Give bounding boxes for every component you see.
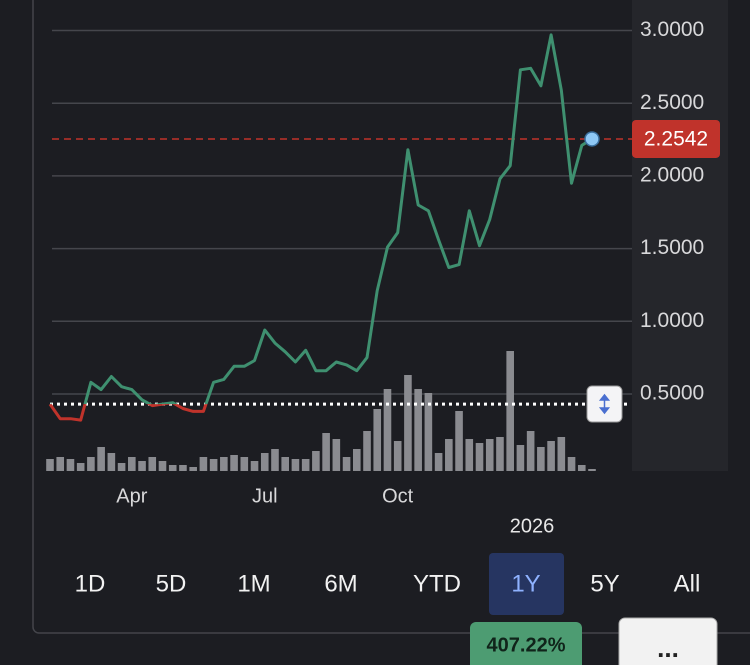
x-tick-label: Oct — [382, 485, 414, 507]
year-label: 2026 — [510, 515, 555, 537]
volume-bar — [46, 459, 54, 471]
y-tick-label: 2.5000 — [640, 91, 704, 114]
frame — [32, 0, 750, 634]
volume-bar — [66, 459, 75, 471]
volume-bar — [383, 389, 392, 471]
volume-bar — [179, 465, 187, 471]
selected-range-bg — [489, 553, 564, 615]
volume-bar — [567, 457, 576, 471]
range-button[interactable]: 6M — [324, 570, 357, 597]
volume-bar — [547, 441, 555, 471]
more-button[interactable] — [618, 617, 718, 665]
volume-bar — [97, 447, 105, 471]
y-tick-label: 2.0000 — [640, 163, 704, 186]
volume-bar — [301, 459, 310, 471]
volume-bar — [271, 449, 279, 471]
range-buttons: 1D 5D 1M 6M YTD 1Y 5Y All — [75, 570, 701, 597]
range-button[interactable]: 1D — [75, 570, 106, 597]
plot: 3.0000 2.5000 2.0000 1.5000 1.0000 0.5000 Apr J… — [46, 18, 720, 507]
volume-bar — [363, 431, 371, 471]
volume-bar — [189, 467, 197, 471]
change-text: 407.22% — [487, 634, 566, 656]
volume-bar — [404, 375, 412, 471]
volume-bar — [128, 457, 136, 471]
volume-bar — [393, 441, 402, 471]
volume-bar — [485, 439, 494, 471]
volume-bar — [220, 457, 228, 471]
y-tick-label: 0.5000 — [640, 382, 704, 405]
volume-bar — [445, 439, 453, 471]
volume-bar — [138, 461, 146, 471]
y-tick-label: 1.0000 — [640, 309, 704, 332]
volume-bar — [209, 459, 218, 471]
axis-panel — [632, 0, 728, 471]
volume-bar — [352, 449, 361, 471]
x-tick-label: Jul — [252, 485, 278, 507]
volume-bar — [76, 463, 85, 471]
volume-bar — [291, 459, 300, 471]
volume-bar — [168, 465, 177, 471]
volume-bar — [342, 457, 351, 471]
volume-bar — [526, 431, 535, 471]
x-tick-label: Apr — [116, 485, 147, 507]
volume-bar — [240, 457, 249, 471]
volume-bar — [434, 453, 443, 471]
scale-icon — [598, 393, 611, 415]
volume-bar — [56, 457, 65, 471]
volume-bar — [424, 393, 433, 471]
last-point — [584, 131, 600, 147]
volume-bar — [250, 461, 259, 471]
range-button[interactable]: YTD — [413, 570, 461, 597]
volume-bar — [148, 457, 157, 471]
volume-bar — [588, 469, 596, 471]
price-line — [49, 33, 593, 405]
volume-bar — [516, 445, 525, 471]
y-tick-label: 1.5000 — [640, 236, 704, 259]
volume-bar — [322, 433, 330, 471]
volume-bar — [158, 461, 167, 471]
volume-bar — [117, 463, 126, 471]
y-tick-label: 3.0000 — [640, 18, 704, 41]
range-button[interactable]: 1M — [237, 570, 270, 597]
volume-bar — [557, 437, 566, 471]
range-button[interactable]: All — [674, 570, 701, 597]
volume-bar — [312, 451, 320, 471]
price-badge — [632, 119, 720, 158]
volume-bar — [537, 447, 545, 471]
volume-bar — [475, 443, 484, 471]
volume-bar — [281, 457, 290, 471]
volume-bar — [87, 457, 95, 471]
volume-bar — [199, 457, 208, 471]
more-text[interactable]: ... — [657, 633, 679, 663]
volume-bar — [414, 389, 422, 471]
volume-bar — [260, 453, 269, 471]
volume-bar — [332, 439, 341, 471]
volume-bar — [496, 437, 504, 471]
range-button[interactable]: 5Y — [590, 570, 619, 597]
volume-bar — [465, 439, 474, 471]
volume-bar — [230, 455, 238, 471]
range-button[interactable]: 5D — [156, 570, 187, 597]
volume-bar — [506, 351, 514, 471]
volume-bar — [577, 465, 586, 471]
volume-bar — [107, 453, 116, 471]
volume-bar — [455, 411, 463, 471]
price-badge-text: 2.2542 — [644, 127, 708, 150]
change-badge — [470, 622, 582, 665]
range-button[interactable]: 1Y — [511, 570, 540, 597]
volume-bar — [373, 409, 382, 471]
